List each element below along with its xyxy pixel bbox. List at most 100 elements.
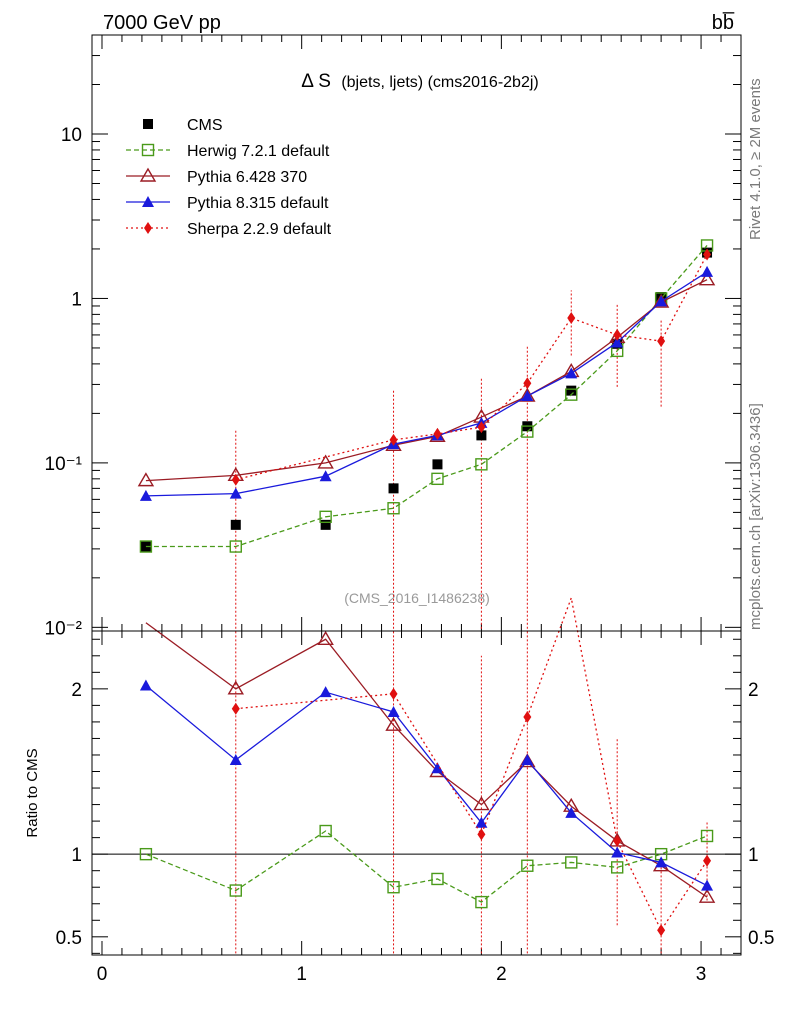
- data-point-pythia-8-315-default: [565, 367, 578, 379]
- ratio-point-sherpa-2-2-9-default: [657, 924, 666, 937]
- process-label: bb̅: [712, 11, 735, 34]
- series-line-sherpa-2-2-9-default: [235, 254, 708, 481]
- ratio-point-pythia-6-428-370: [698, 888, 716, 903]
- series-layer: [91, 239, 742, 956]
- ratio-point-pythia-6-428-370: [227, 680, 244, 695]
- data-point-herwig-7-2-1-default: [387, 502, 400, 515]
- legend-entry-pythia-6-428-370: Pythia 6.428 370: [126, 167, 307, 186]
- x-tick-label: 3: [696, 964, 707, 985]
- ratio-point-herwig-7-2-1-default: [431, 872, 444, 886]
- data-point-sherpa-2-2-9-default: [523, 377, 532, 390]
- data-point-sherpa-2-2-9-default: [389, 433, 398, 446]
- ratio-point-sherpa-2-2-9-default: [703, 854, 712, 867]
- ratio-point-pythia-8-315-default: [387, 706, 400, 717]
- data-point-pythia-6-428-370: [385, 436, 402, 451]
- data-point-pythia-6-428-370: [137, 472, 155, 487]
- series-line-pythia-6-428-370: [145, 279, 708, 482]
- legend: CMS Herwig 7.2.1 default Pythia 6.428 370 P…: [126, 117, 332, 238]
- data-point-cms: [566, 385, 577, 396]
- series-line-herwig-7-2-1-default: [145, 245, 708, 548]
- y-tick-label-main: 10⁻²: [45, 618, 83, 639]
- ratio-plot-frame: [91, 630, 742, 956]
- x-tick-label: 0: [97, 964, 108, 985]
- data-point-herwig-7-2-1-default: [521, 425, 534, 438]
- y-tick-label-main: 1: [71, 289, 82, 310]
- ratio-line-pythia-8-315-default: [145, 685, 708, 887]
- x-tick-label: 1: [296, 964, 307, 985]
- main-title-sub: (bjets, ljets) (cms2016-2b2j): [341, 74, 538, 91]
- data-point-cms: [388, 483, 399, 494]
- data-point-herwig-7-2-1-default: [475, 458, 488, 471]
- ratio-point-sherpa-2-2-9-default: [523, 710, 532, 723]
- ratio-point-herwig-7-2-1-default: [610, 861, 624, 874]
- ratio-point-pythia-6-428-370: [385, 716, 402, 731]
- y-tick-label-main: 10⁻¹: [45, 454, 83, 475]
- y-tick-label-ratio-right: 1: [748, 845, 759, 866]
- ratio-point-herwig-7-2-1-default: [229, 884, 242, 897]
- side-label-mcplots: mcplots.cern.ch [arXiv:1306.3436]: [747, 403, 764, 630]
- legend-entry-herwig-7-2-1-default: Herwig 7.2.1 default: [126, 143, 330, 160]
- legend-marker-cms: [143, 119, 153, 129]
- data-point-pythia-8-315-default: [611, 336, 624, 348]
- y-tick-label-ratio-right: 0.5: [748, 928, 774, 949]
- data-point-pythia-8-315-default: [701, 265, 714, 277]
- ratio-point-herwig-7-2-1-default: [139, 847, 153, 861]
- legend-marker-pythia-6-428-370: [139, 167, 157, 182]
- y-tick-label-ratio-left: 1: [71, 845, 82, 866]
- data-point-pythia-6-428-370: [429, 427, 446, 443]
- ratio-point-pythia-8-315-default: [611, 846, 624, 858]
- data-point-pythia-8-315-default: [229, 487, 242, 499]
- ratio-line-herwig-7-2-1-default: [145, 830, 708, 903]
- ratio-point-sherpa-2-2-9-default: [231, 702, 240, 715]
- data-point-cms: [432, 459, 443, 470]
- ratio-point-pythia-6-428-370: [317, 630, 334, 645]
- ratio-point-pythia-8-315-default: [319, 686, 332, 698]
- watermark: (CMS_2016_I1486238): [344, 590, 490, 606]
- main-title-symbol: Δ S: [301, 71, 331, 92]
- ratio-point-pythia-8-315-default: [475, 816, 488, 828]
- energy-label: 7000 GeV pp: [103, 12, 221, 34]
- data-point-herwig-7-2-1-default: [431, 472, 444, 486]
- ratio-y-axis-label: Ratio to CMS: [24, 748, 41, 837]
- legend-marker-pythia-8-315-default: [142, 196, 154, 207]
- data-point-sherpa-2-2-9-default: [433, 427, 442, 440]
- ratio-frame-overlay: [91, 630, 742, 956]
- data-point-sherpa-2-2-9-default: [657, 335, 666, 348]
- ratio-point-herwig-7-2-1-default: [521, 859, 534, 872]
- ratio-point-pythia-8-315-default: [521, 753, 534, 765]
- data-point-herwig-7-2-1-default: [565, 388, 578, 401]
- data-point-cms: [230, 519, 241, 530]
- data-point-herwig-7-2-1-default: [319, 510, 332, 524]
- ratio-point-pythia-8-315-default: [431, 762, 444, 774]
- ratio-point-sherpa-2-2-9-default: [613, 834, 622, 847]
- ratio-point-herwig-7-2-1-default: [319, 824, 332, 838]
- ratio-point-sherpa-2-2-9-default: [389, 687, 398, 700]
- axes-layer: 0 1 2 3 10⁻² 10⁻¹ 1 10 0.5 0.5 1 1 2 2: [45, 34, 774, 985]
- side-label-rivet: Rivet 4.1.0, ≥ 2M events: [747, 78, 764, 240]
- data-point-pythia-8-315-default: [139, 489, 152, 501]
- legend-marker-herwig-7-2-1-default: [141, 143, 155, 157]
- legend-label-cms: CMS: [187, 117, 223, 134]
- data-point-cms: [320, 519, 331, 530]
- ratio-line-sherpa-2-2-9-default: [235, 595, 708, 932]
- data-point-sherpa-2-2-9-default: [231, 473, 240, 486]
- y-tick-label-ratio-left: 0.5: [56, 928, 82, 949]
- data-point-pythia-6-428-370: [698, 271, 716, 286]
- legend-entry-pythia-8-315-default: Pythia 8.315 default: [126, 195, 329, 212]
- ratio-point-pythia-6-428-370: [473, 796, 490, 811]
- ratio-point-pythia-8-315-default: [701, 879, 714, 891]
- data-point-cms: [476, 430, 487, 441]
- data-point-sherpa-2-2-9-default: [703, 248, 712, 261]
- ratio-point-pythia-8-315-default: [139, 679, 152, 691]
- series-line-pythia-8-315-default: [145, 271, 708, 497]
- data-point-pythia-8-315-default: [521, 390, 534, 402]
- data-point-pythia-6-428-370: [317, 454, 334, 469]
- legend-entry-cms: CMS: [143, 117, 223, 134]
- legend-entry-sherpa-2-2-9-default: Sherpa 2.2.9 default: [126, 221, 332, 238]
- ratio-line-pythia-6-428-370: [145, 622, 708, 898]
- legend-label-sherpa-2-2-9-default: Sherpa 2.2.9 default: [187, 221, 332, 238]
- ratio-point-pythia-8-315-default: [229, 753, 242, 765]
- legend-label-herwig-7-2-1-default: Herwig 7.2.1 default: [187, 143, 330, 160]
- legend-label-pythia-6-428-370: Pythia 6.428 370: [187, 169, 307, 186]
